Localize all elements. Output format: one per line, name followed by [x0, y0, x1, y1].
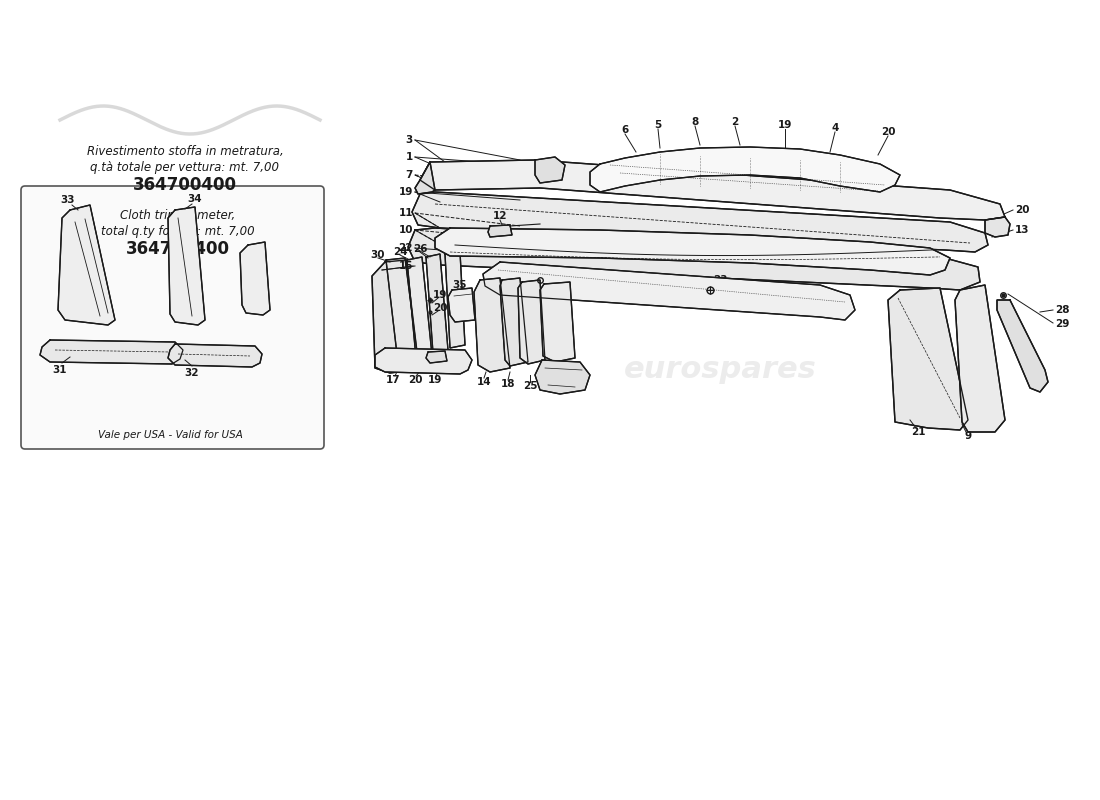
Text: 22: 22	[398, 243, 412, 253]
Text: 24: 24	[393, 247, 407, 257]
Polygon shape	[448, 288, 475, 322]
Text: 16: 16	[548, 383, 562, 393]
Text: 26: 26	[412, 244, 427, 254]
Polygon shape	[412, 192, 988, 252]
Text: 1: 1	[406, 152, 412, 162]
Text: 19: 19	[428, 375, 442, 385]
Text: 20: 20	[408, 375, 422, 385]
Text: 2: 2	[732, 117, 738, 127]
Text: 13: 13	[1015, 225, 1030, 235]
Text: Rivestimento stoffa in metratura,: Rivestimento stoffa in metratura,	[87, 146, 284, 158]
Polygon shape	[590, 147, 900, 192]
Text: 34: 34	[188, 194, 202, 204]
Text: 19: 19	[432, 290, 448, 300]
Polygon shape	[474, 278, 510, 372]
Text: Cloth trim in meter,: Cloth trim in meter,	[120, 209, 235, 222]
Text: 17: 17	[386, 375, 400, 385]
Text: 364700400: 364700400	[126, 240, 230, 258]
Polygon shape	[535, 157, 565, 183]
Polygon shape	[955, 285, 1005, 432]
Text: 35: 35	[453, 280, 468, 290]
Polygon shape	[420, 160, 1005, 220]
Text: 7: 7	[406, 170, 412, 180]
Polygon shape	[434, 228, 950, 275]
Text: 28: 28	[1055, 305, 1069, 315]
Polygon shape	[984, 217, 1010, 237]
Text: 10: 10	[398, 225, 412, 235]
Text: 11: 11	[398, 208, 412, 218]
Text: 33: 33	[60, 195, 75, 205]
Polygon shape	[168, 207, 205, 325]
Text: 19: 19	[398, 187, 412, 197]
Text: 32: 32	[185, 368, 199, 378]
Polygon shape	[488, 225, 512, 237]
Polygon shape	[426, 351, 447, 363]
Polygon shape	[997, 300, 1048, 392]
Text: 25: 25	[522, 381, 537, 391]
Polygon shape	[408, 228, 980, 290]
Text: 364700400: 364700400	[133, 176, 236, 194]
Text: 8: 8	[692, 117, 698, 127]
Text: 15: 15	[398, 261, 412, 271]
Polygon shape	[58, 205, 116, 325]
FancyBboxPatch shape	[21, 186, 324, 449]
Text: 29: 29	[1055, 319, 1069, 329]
Text: 20: 20	[881, 127, 895, 137]
Polygon shape	[540, 282, 575, 362]
Polygon shape	[407, 257, 432, 358]
Text: 31: 31	[53, 365, 67, 375]
Text: eurospares: eurospares	[624, 355, 816, 385]
Polygon shape	[500, 278, 528, 366]
Text: 18: 18	[500, 379, 515, 389]
Text: 3: 3	[406, 135, 412, 145]
Polygon shape	[415, 162, 434, 194]
Polygon shape	[372, 260, 418, 373]
Polygon shape	[240, 242, 270, 315]
Polygon shape	[888, 288, 968, 430]
Text: 12: 12	[493, 211, 507, 221]
Text: 14: 14	[476, 377, 492, 387]
Polygon shape	[168, 344, 262, 367]
Polygon shape	[40, 340, 183, 364]
Text: eurospares: eurospares	[70, 293, 299, 327]
Text: 21: 21	[911, 427, 925, 437]
Text: 9: 9	[965, 431, 971, 441]
Polygon shape	[518, 280, 544, 364]
Polygon shape	[446, 252, 465, 348]
Text: 23: 23	[713, 275, 727, 285]
Polygon shape	[426, 254, 448, 353]
Text: 20: 20	[432, 303, 448, 313]
Text: 27: 27	[434, 242, 449, 252]
Text: 6: 6	[621, 125, 628, 135]
Text: 20: 20	[1015, 205, 1030, 215]
Text: q.tà totale per vettura: mt. 7,00: q.tà totale per vettura: mt. 7,00	[90, 161, 279, 174]
Polygon shape	[535, 360, 590, 394]
Text: Vale per USA - Valid for USA: Vale per USA - Valid for USA	[98, 430, 242, 440]
Text: 30: 30	[371, 250, 385, 260]
Polygon shape	[386, 258, 418, 363]
Text: 5: 5	[654, 120, 661, 130]
Text: 19: 19	[778, 120, 792, 130]
Polygon shape	[483, 262, 855, 320]
Text: total q.ty for car: mt. 7,00: total q.ty for car: mt. 7,00	[101, 225, 255, 238]
Polygon shape	[375, 348, 472, 374]
Text: 4: 4	[832, 123, 838, 133]
